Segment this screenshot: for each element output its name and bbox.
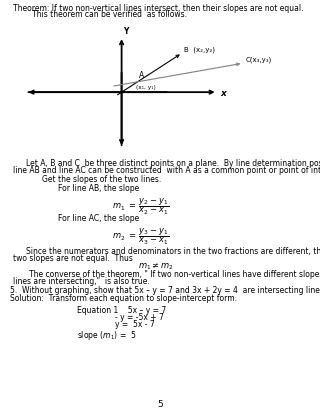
Text: y =  5x - 7: y = 5x - 7 bbox=[115, 319, 155, 328]
Text: slope $(m_1)$ =  5: slope $(m_1)$ = 5 bbox=[77, 328, 136, 341]
Text: For line AB, the slope: For line AB, the slope bbox=[58, 184, 139, 193]
Text: Y: Y bbox=[123, 27, 129, 36]
Text: $m_2\;=\;\dfrac{y_3 - y_1}{x_3 - x_1}$: $m_2\;=\;\dfrac{y_3 - y_1}{x_3 - x_1}$ bbox=[112, 226, 169, 246]
Text: For line AC, the slope: For line AC, the slope bbox=[58, 214, 139, 223]
Text: - y = -5x + 7: - y = -5x + 7 bbox=[115, 313, 164, 322]
Text: x: x bbox=[221, 88, 227, 97]
Text: The converse of the theorem, " If two non-vertical lines have different slopes, : The converse of the theorem, " If two no… bbox=[29, 270, 320, 279]
Text: two slopes are not equal.  Thus: two slopes are not equal. Thus bbox=[13, 253, 133, 262]
Text: Solution:  Transform each equation to slope-intercept form.: Solution: Transform each equation to slo… bbox=[10, 294, 236, 303]
Text: Get the slopes of the two lines.: Get the slopes of the two lines. bbox=[42, 175, 161, 184]
Text: Since the numerators and denominators in the two fractions are different, then t: Since the numerators and denominators in… bbox=[26, 247, 320, 256]
Text: C(x₃,y₃): C(x₃,y₃) bbox=[246, 56, 272, 63]
Text: line AB and line AC can be constructed  with A as a common point or point of int: line AB and line AC can be constructed w… bbox=[13, 166, 320, 175]
Text: $m_1 \neq m_2$: $m_1 \neq m_2$ bbox=[138, 261, 173, 271]
Text: B  (x₂,y₂): B (x₂,y₂) bbox=[184, 46, 215, 52]
Text: lines are intersecting,"  is also true.: lines are intersecting," is also true. bbox=[13, 276, 149, 285]
Text: Let A, B and C  be three distinct points on a plane.  By line determination post: Let A, B and C be three distinct points … bbox=[26, 159, 320, 168]
Text: Equation 1    5x – y = 7: Equation 1 5x – y = 7 bbox=[77, 305, 166, 314]
Text: This theorem can be verified  as follows.: This theorem can be verified as follows. bbox=[32, 10, 187, 19]
Text: A: A bbox=[139, 71, 144, 80]
Text: Theorem: If two non-vertical lines intersect, then their slopes are not equal.: Theorem: If two non-vertical lines inter… bbox=[13, 4, 303, 13]
Text: 5.  Without graphing, show that 5x – y = 7 and 3x + 2y = 4  are intersecting lin: 5. Without graphing, show that 5x – y = … bbox=[10, 285, 320, 294]
Text: $m_1\;=\;\dfrac{y_2 - y_1}{x_2 - x_1}$: $m_1\;=\;\dfrac{y_2 - y_1}{x_2 - x_1}$ bbox=[112, 196, 169, 216]
Text: 5: 5 bbox=[157, 399, 163, 408]
Text: (x₁, y₁): (x₁, y₁) bbox=[136, 85, 156, 90]
